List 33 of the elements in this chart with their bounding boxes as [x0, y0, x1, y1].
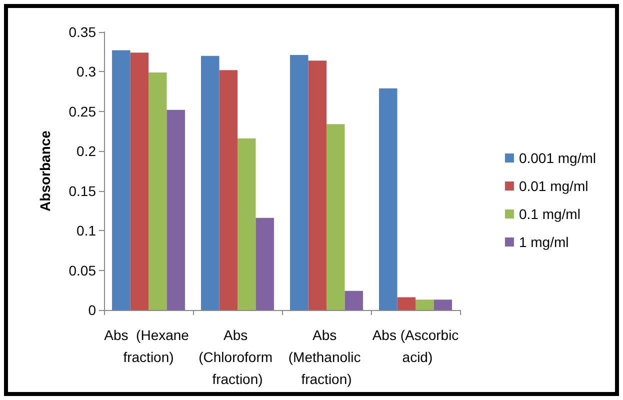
y-tick-label: 0.15	[68, 182, 96, 199]
bar	[148, 72, 167, 310]
x-tick-label: Abs (Hexane fraction)	[104, 327, 193, 365]
bar	[112, 50, 130, 310]
legend-label: 1 mg/ml	[518, 234, 569, 250]
bar	[416, 300, 434, 310]
bar	[344, 290, 363, 310]
legend-label: 0.001 mg/ml	[518, 150, 596, 166]
y-tick-label: 0.2	[76, 143, 96, 160]
x-tick-label: Abs (Methanolic fraction)	[288, 327, 365, 387]
bar	[290, 55, 308, 310]
bar	[434, 300, 452, 310]
y-tick-label: 0.3	[76, 64, 96, 80]
bar	[166, 110, 185, 310]
x-tick-label: Abs (Chloroform fraction)	[198, 327, 276, 387]
legend-label: 0.1 mg/ml	[518, 206, 580, 222]
bar	[379, 88, 398, 310]
y-tick-label: 0.1	[76, 222, 96, 239]
y-tick-label: 0	[88, 302, 96, 318]
x-tick-label: Abs (Ascorbic acid)	[372, 327, 459, 365]
legend-label: 0.01 mg/ml	[518, 178, 588, 194]
bar	[238, 138, 256, 310]
y-tick-label: 0.25	[68, 103, 96, 120]
bar	[130, 52, 148, 310]
y-tick-label: 0.35	[68, 24, 96, 40]
y-tick-label: 0.05	[68, 262, 96, 278]
bar	[201, 56, 220, 310]
bar	[308, 60, 326, 310]
y-axis-title: Absorbance	[37, 130, 53, 212]
bar	[326, 124, 345, 310]
bar	[256, 218, 274, 310]
bar	[397, 297, 416, 310]
bar	[219, 70, 238, 310]
